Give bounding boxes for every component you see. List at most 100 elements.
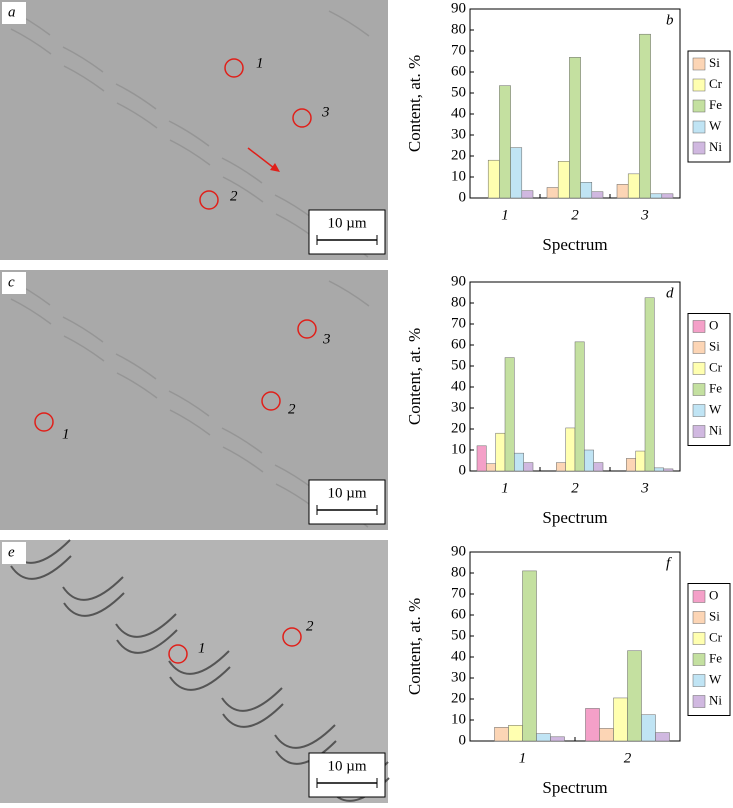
bar [499,85,511,199]
bar [626,458,636,472]
y-tick-label: 50 [451,84,466,100]
y-tick-label: 90 [451,273,466,289]
texture [221,157,263,184]
legend-swatch [692,120,706,134]
scale-text: 10 µm [327,485,366,501]
x-tick-label: 2 [624,750,632,766]
y-tick-label: 70 [451,585,466,601]
bar [644,297,655,472]
texture [116,102,158,129]
y-tick-label: 10 [451,441,466,457]
y-tick-label: 30 [451,126,466,142]
x-tick-label: 3 [640,207,649,223]
marker-circle [224,58,244,78]
texture [115,613,177,638]
label-box [2,2,26,24]
y-tick-label: 80 [451,21,466,37]
marker-circle [199,190,219,210]
legend-label: W [709,401,722,416]
texture [221,427,263,454]
bar [510,147,523,199]
y-tick-label: 20 [451,147,466,163]
texture [275,740,337,765]
texture [168,650,230,675]
bar [616,184,629,199]
plot-frame [469,551,681,742]
legend-swatch [692,653,706,666]
legend-label: Ni [709,139,722,154]
bar [627,650,642,742]
legend-swatch [692,362,706,375]
bar [557,161,570,199]
legend-swatch [692,383,706,396]
legend-label: Si [709,608,720,623]
y-tick-label: 40 [451,648,466,664]
bar [585,708,600,742]
y-axis-label: Content, at. % [405,328,424,425]
marker-circle [168,644,188,664]
texture [10,555,72,580]
y-tick-label: 60 [451,63,466,79]
bar [654,467,664,472]
legend-label: Cr [709,359,723,374]
texture [63,65,105,92]
bar [641,714,656,742]
texture [62,576,124,601]
bar [556,462,566,472]
legend-swatch [692,590,706,603]
bar [655,732,670,742]
y-tick-label: 80 [451,294,466,310]
legend-label: Fe [709,650,722,665]
y-tick-label: 50 [451,627,466,643]
y-tick-label: 40 [451,378,466,394]
texture [115,83,157,110]
label-box [2,542,26,564]
bar [635,450,646,472]
bar [476,445,487,472]
legend-label: Cr [709,76,723,91]
x-tick-label: 2 [571,207,579,223]
y-tick-label: 40 [451,105,466,121]
scale-box [308,479,386,525]
legend-label: Cr [709,629,723,644]
bar [565,427,576,472]
texture [222,703,284,728]
y-tick-label: 60 [451,336,466,352]
texture [115,353,157,380]
y-axis-label: Content, at. % [405,598,424,695]
label-box [2,272,26,294]
bar [613,697,628,742]
legend-swatch [692,632,706,645]
x-axis-label: Spectrum [542,778,607,797]
texture [10,298,52,325]
bar [584,449,594,472]
bar [627,173,640,199]
bar [593,462,604,472]
bar [521,190,534,199]
marker-label: 3 [321,104,330,120]
bar [504,357,515,472]
panel-label: a [8,4,16,20]
texture [10,28,52,55]
bar [523,462,534,472]
marker-label: 3 [322,331,331,347]
texture [168,120,210,147]
marker-circle [282,627,302,647]
marker-label: 2 [306,618,314,634]
legend-swatch [692,674,706,687]
y-tick-label: 30 [451,399,466,415]
legend-swatch [692,695,706,708]
texture [62,46,104,73]
marker-label: 2 [230,188,238,204]
texture [328,280,370,307]
texture [169,139,211,166]
x-axis-label: Spectrum [542,508,607,527]
legend-swatch [692,341,706,354]
bar [494,727,509,742]
marker-label: 1 [62,426,70,442]
arrow [247,147,275,169]
legend-label: Fe [709,97,722,112]
y-tick-label: 90 [451,543,466,559]
legend-label: O [709,587,718,602]
scale-text: 10 µm [327,758,366,774]
